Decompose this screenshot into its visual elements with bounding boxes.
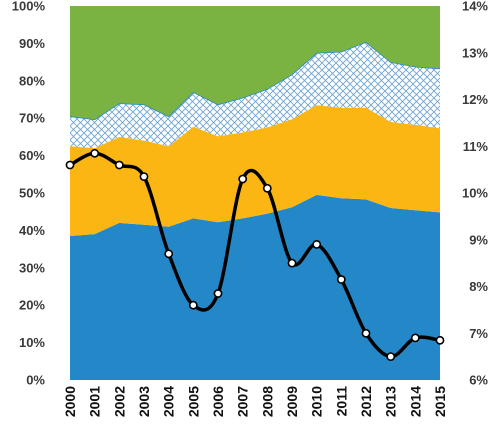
area-series-4 <box>70 6 440 120</box>
y-tick-label: 50% <box>19 186 45 201</box>
line-point-2000 <box>65 160 75 170</box>
area-series-3 <box>70 41 440 149</box>
y2-tick-label: 8% <box>469 279 488 294</box>
y-tick-label: 40% <box>19 223 45 238</box>
line-point-2002 <box>114 160 124 170</box>
line-point-2012 <box>361 328 371 338</box>
y2-tick-label: 6% <box>469 373 488 388</box>
y2-tick-label: 11% <box>463 139 489 154</box>
y2-tick-label: 7% <box>469 326 488 341</box>
y-tick-label: 70% <box>19 111 45 126</box>
line-point-2005 <box>188 300 198 310</box>
line-point-2015 <box>435 335 445 345</box>
x-tick-label: 2009 <box>284 386 300 417</box>
x-tick-label: 2008 <box>259 386 275 417</box>
y2-tick-label: 13% <box>462 45 488 60</box>
x-tick-label: 2011 <box>333 386 349 417</box>
y2-tick-label: 9% <box>469 232 488 247</box>
y-tick-label: 20% <box>19 298 45 313</box>
x-tick-label: 2015 <box>432 386 448 417</box>
line-point-2001 <box>90 148 100 158</box>
right-y-axis-ticks: 6% 7% 8% 9% 10% 11% 12% 13% 14% <box>462 0 488 388</box>
y-tick-label: 90% <box>19 36 45 51</box>
x-tick-label: 2005 <box>185 386 201 417</box>
line-point-2006 <box>213 289 223 298</box>
x-tick-label: 2002 <box>111 386 127 417</box>
x-tick-label: 2010 <box>309 386 325 417</box>
x-tick-label: 2007 <box>235 386 251 417</box>
line-point-2004 <box>164 249 174 259</box>
x-tick-label: 2013 <box>383 386 399 417</box>
line-point-2007 <box>238 174 248 184</box>
line-series-path <box>69 151 441 359</box>
y2-tick-label: 14% <box>462 0 488 14</box>
x-tick-label: 2004 <box>161 386 177 417</box>
x-tick-label: 2006 <box>210 386 226 417</box>
x-tick-label: 2001 <box>87 386 103 417</box>
y-tick-label: 100% <box>12 0 46 14</box>
x-tick-label: 2014 <box>407 386 423 417</box>
y-tick-label: 60% <box>19 148 45 163</box>
x-axis-ticks: 2000 2001 2002 2003 2004 2005 2006 2007 2008 2009… <box>62 386 448 417</box>
line-point-2014 <box>410 333 420 343</box>
area-series-group <box>69 6 441 380</box>
line-point-2009 <box>287 258 297 268</box>
line-point-2003 <box>139 172 149 181</box>
line-point-2010 <box>312 239 322 249</box>
y2-tick-label: 12% <box>462 92 488 107</box>
y-tick-label: 10% <box>19 335 45 350</box>
line-point-2008 <box>262 183 272 193</box>
x-tick-label: 2000 <box>62 386 78 417</box>
x-tick-label: 2003 <box>136 386 152 417</box>
line-point-2011 <box>336 275 346 284</box>
x-tick-label: 2012 <box>358 386 374 417</box>
line-point-2013 <box>386 352 396 361</box>
line-series-group <box>65 148 445 361</box>
y-tick-label: 0% <box>26 373 45 388</box>
area-series-1 <box>70 194 440 380</box>
y2-tick-label: 10% <box>462 186 488 201</box>
left-y-axis-ticks: 0% 10% 20% 30% 40% 50% 60% 70% 80% 90% 100% <box>12 0 46 388</box>
y-tick-label: 80% <box>19 73 45 88</box>
y-tick-label: 30% <box>19 260 45 275</box>
